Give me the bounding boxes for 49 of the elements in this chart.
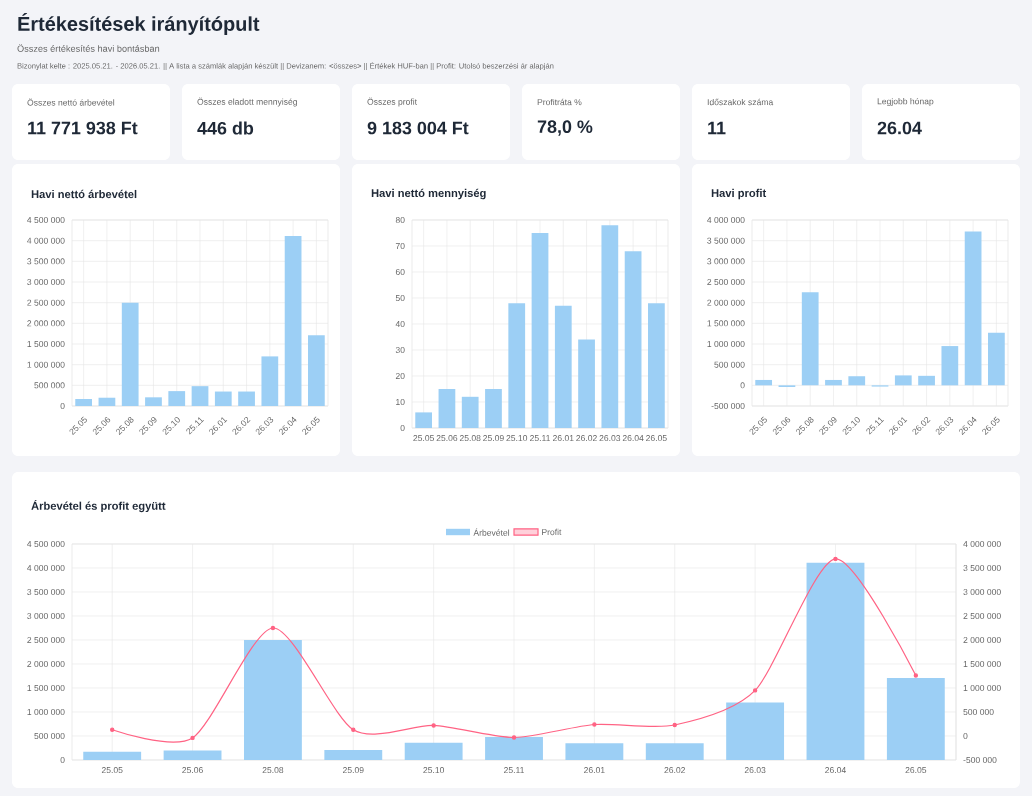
bar (191, 386, 209, 406)
bar (645, 743, 704, 760)
bar (531, 233, 549, 428)
bar (163, 750, 222, 760)
bar (941, 346, 959, 386)
text: Értékesítések irányítópult (18, 13, 260, 35)
bar (145, 397, 162, 406)
bar (508, 303, 526, 428)
bar (415, 412, 433, 428)
bar (565, 743, 624, 760)
bar (485, 736, 543, 760)
bar (438, 389, 456, 428)
bar (404, 742, 463, 760)
bar (554, 305, 572, 428)
bar (964, 231, 982, 386)
text: 11 771 938 Ft (28, 121, 138, 135)
bar (121, 302, 139, 406)
bar (461, 396, 479, 428)
text: 446 db (197, 121, 254, 135)
bar (168, 391, 186, 406)
bar (214, 391, 232, 406)
bar (578, 339, 595, 428)
text: 78,0 % (537, 120, 593, 136)
bar (806, 562, 865, 760)
bar (848, 376, 866, 386)
bar (601, 225, 619, 428)
bar (284, 236, 302, 406)
bar (238, 391, 255, 406)
bar (726, 702, 785, 760)
bar (624, 251, 642, 428)
bar (801, 292, 819, 386)
bar (83, 751, 142, 760)
bar (324, 749, 383, 760)
text: 26.04 (877, 121, 922, 135)
bar (755, 379, 773, 386)
bar (75, 398, 93, 406)
bar (918, 375, 935, 386)
bar (648, 303, 665, 428)
bar (894, 375, 912, 386)
bar (98, 397, 116, 406)
bar (886, 677, 945, 760)
bar (261, 356, 279, 406)
text: 9 183 004 Ft (367, 121, 469, 135)
bar (243, 640, 302, 760)
bar (988, 332, 1005, 386)
text: 11 (708, 121, 726, 135)
bar (308, 335, 325, 406)
bar (485, 389, 502, 428)
bar (825, 379, 842, 386)
